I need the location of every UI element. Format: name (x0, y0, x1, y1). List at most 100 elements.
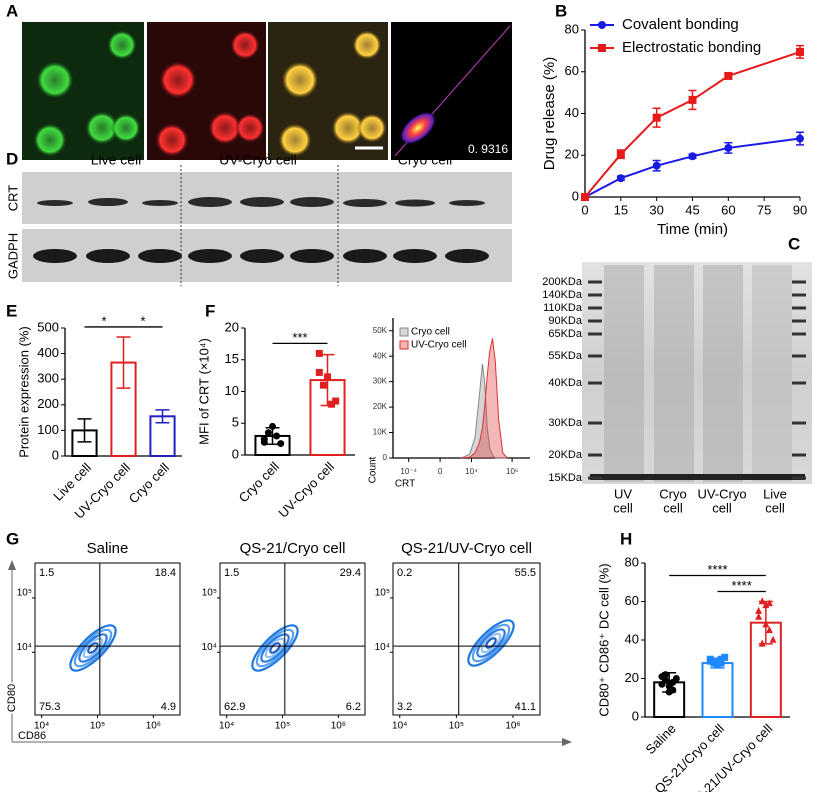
marker-label: 55KDa (548, 350, 583, 362)
marker (273, 432, 281, 440)
panel-label: C (788, 234, 800, 253)
significance-label: * (140, 313, 145, 328)
series-line (584, 50, 801, 198)
x-tick-label: 10⁴ (465, 467, 478, 476)
marker (765, 599, 773, 607)
contour (467, 619, 515, 667)
y-tick-label: 80 (625, 554, 639, 569)
significance-label: * (101, 313, 106, 328)
x-tick-label: 10⁶ (505, 721, 520, 732)
quadrant-value: 41.1 (515, 701, 536, 713)
legend-swatch (399, 340, 409, 350)
contour (260, 633, 290, 663)
marker (669, 686, 677, 694)
marker (717, 659, 725, 667)
area-line (461, 338, 508, 459)
marker-band (792, 332, 806, 336)
plot-title: Saline (87, 540, 129, 557)
contour (251, 624, 299, 672)
marker (717, 655, 725, 663)
marker (706, 657, 714, 665)
row-label: CRT (5, 185, 20, 212)
x-tick-label: 10⁴ (392, 721, 407, 732)
plot-frame (392, 562, 541, 716)
lane-label: cell (663, 500, 683, 515)
row-label: GADPH (5, 233, 20, 279)
x-tick-label: Cryo cell (126, 460, 172, 506)
panel-label: H (620, 529, 632, 548)
error-bar (155, 409, 170, 424)
bar (309, 379, 346, 457)
x-tick-label: 10⁴ (34, 721, 49, 732)
western-blot (22, 165, 512, 286)
y-axis-label: CD80⁺ CD86⁺ DC cell (%) (596, 563, 611, 716)
marker (581, 193, 589, 201)
marker (277, 440, 285, 448)
y-tick-label: 80 (565, 21, 579, 36)
y-tick-label: 20 (565, 147, 579, 162)
marker-label: 15KDa (548, 472, 583, 484)
marker-band (792, 354, 806, 358)
y-tick-label: 60 (565, 63, 579, 78)
y-tick-label: 20K (373, 402, 388, 411)
y-tick-label: 10⁴ (375, 642, 390, 653)
significance-label: **** (707, 562, 727, 577)
marker-band (588, 319, 602, 323)
x-tick-label: UV-Cryo cell (275, 459, 337, 521)
y-axis-label: Drug release (%) (541, 57, 558, 170)
y-axis-label: CD80 (6, 684, 18, 712)
x-tick-label: 10⁶ (146, 721, 161, 732)
marker-band (588, 332, 602, 336)
x-tick-label: 10⁵ (449, 721, 464, 732)
y-axis-label: Count (368, 456, 379, 483)
y-tick-label: 10⁴ (202, 642, 217, 653)
marker-band (588, 476, 602, 480)
y-tick-label: 0 (572, 188, 579, 203)
group-label: Cryo cell (398, 152, 452, 168)
y-tick-label: 10⁴ (17, 642, 32, 653)
x-axis-label: CD86 (18, 730, 46, 742)
marker (714, 661, 721, 669)
x-tick-label: 90 (793, 202, 807, 217)
contour (476, 628, 506, 658)
marker-label: 110KDa (543, 302, 583, 314)
marker (762, 620, 770, 628)
panel-label: B (555, 1, 567, 20)
marker-label: 20KDa (548, 449, 583, 461)
gel (582, 262, 812, 484)
arrow-head (562, 738, 572, 746)
quadrant-value: 6.2 (346, 701, 361, 713)
y-tick-label: 40 (565, 105, 579, 120)
panel-label: F (205, 301, 215, 320)
x-tick-label: 10⁵ (90, 721, 105, 732)
marker (758, 639, 766, 647)
lane-label: Cryo (659, 486, 686, 501)
y-tick-label: 200 (37, 396, 59, 411)
marker (616, 150, 625, 159)
x-tick-label: Saline (643, 721, 679, 757)
marker (598, 44, 606, 52)
y-tick-label: 20 (225, 319, 239, 334)
y-axis-label: Protein expression (%) (16, 326, 31, 458)
panel-label: A (6, 1, 18, 20)
y-tick-label: 40K (373, 351, 388, 360)
marker (658, 680, 666, 688)
quadrant-value: 29.4 (340, 567, 361, 579)
contour (471, 623, 511, 663)
marker (721, 653, 729, 661)
marker (688, 95, 697, 104)
quadrant-value: 18.4 (155, 567, 176, 579)
marker-label: 90KDa (548, 315, 583, 327)
quadrant-value: 0.2 (397, 567, 412, 579)
quadrant-value: 75.3 (39, 701, 60, 713)
significance-label: *** (292, 330, 307, 345)
marker-band (588, 453, 602, 457)
marker-band (792, 293, 806, 297)
marker (332, 397, 340, 405)
x-axis-label: Time (min) (657, 221, 728, 238)
x-tick-label: 75 (757, 202, 771, 217)
marker-band (792, 280, 806, 284)
image-title: Rcoloc (431, 5, 471, 20)
marker (769, 635, 777, 643)
